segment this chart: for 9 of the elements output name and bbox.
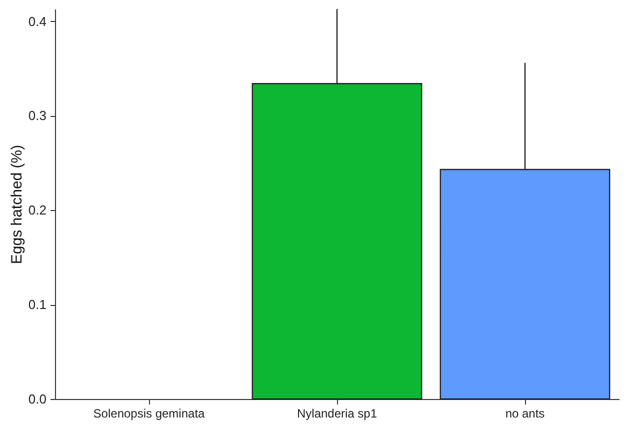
x-tick-label: Solenopsis geminata (93, 406, 206, 420)
y-axis-title: Eggs hatched (%) (8, 144, 26, 264)
x-tick-label: no ants (505, 406, 545, 420)
y-tick-label: 0.0 (28, 392, 46, 406)
x-tick-label: Nylanderia sp1 (296, 406, 378, 420)
y-tick-label: 0.3 (28, 108, 46, 124)
y-tick-label: 0.2 (28, 202, 46, 218)
y-tick-label: 0.1 (28, 297, 46, 312)
y-tick-label: 0.4 (28, 14, 46, 29)
